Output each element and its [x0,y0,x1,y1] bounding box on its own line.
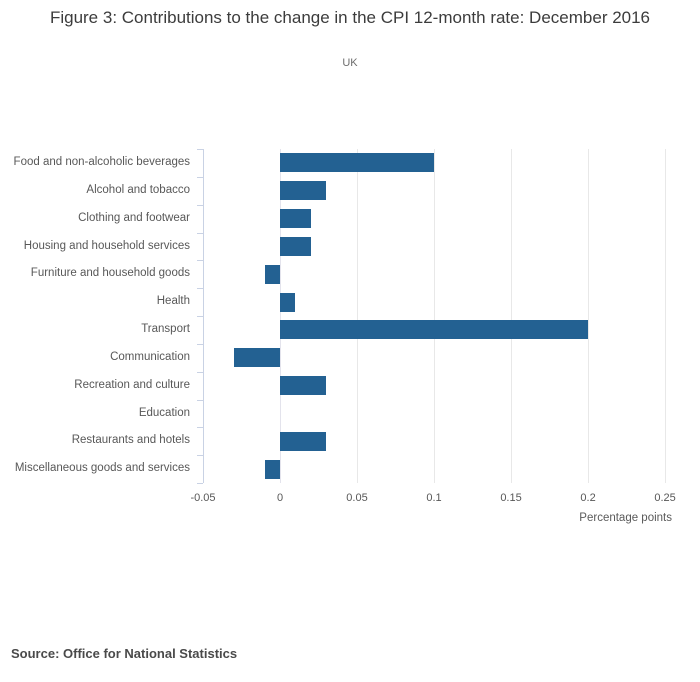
category-label: Food and non-alcoholic beverages [13,156,190,168]
category-label: Health [156,295,190,308]
category-label: Housing and household services [23,239,190,252]
gridline [357,149,359,483]
y-axis-tick [197,399,203,401]
gridline [434,149,436,483]
y-axis-line [203,149,204,483]
x-axis-title: Percentage points [579,512,672,524]
y-axis-tick [197,371,203,373]
category-label: Alcohol and tobacco [86,183,190,196]
y-axis-tick [197,455,203,457]
x-tick-label: 0.25 [654,492,676,504]
category-label: Miscellaneous goods and services [14,462,190,475]
category-label: Recreation and culture [74,378,190,391]
category-label: Education [138,406,190,419]
gridline [511,149,513,483]
zero-gridline [280,149,281,483]
y-axis-tick [197,343,203,345]
bar-housing-and-household-services [280,236,311,256]
bar-chart-plot: Food and non-alcoholic beverages Alcohol … [13,149,676,504]
bar-alcohol-and-tobacco [280,181,327,201]
y-axis-tick [197,204,203,206]
category-label: Transport [141,323,190,335]
x-tick-label: 0.15 [500,492,522,504]
y-axis-tick [197,316,203,317]
y-axis-tick [197,427,203,429]
x-tick-label: 0.2 [580,492,596,504]
x-tick-label: 0.05 [346,492,368,504]
category-label: Restaurants and hotels [71,434,190,447]
y-axis-tick [197,232,203,234]
bar-transport [280,320,589,340]
bar-restaurants-and-hotels [280,431,327,451]
bar-food-and-non-alcoholic-beverages [280,153,435,173]
bar-health [280,292,296,312]
source-note: Source: Office for National Statistics [11,646,238,661]
category-label: Furniture and household goods [30,267,190,280]
bar-miscellaneous-goods-and-services [264,459,280,479]
y-axis-tick [197,288,203,290]
bar-recreation-and-culture [280,376,327,396]
category-label: Communication [110,350,190,363]
gridline [665,149,667,483]
x-tick-label: -0.05 [190,492,216,504]
x-tick-label: 0 [276,492,284,504]
y-axis-tick [197,176,203,178]
bar-furniture-and-household-goods [264,264,280,284]
bar-communication [233,348,280,368]
chart-subtitle: UK [342,57,358,69]
y-axis-tick [197,260,203,262]
y-axis-tick [197,149,203,150]
gridline [588,149,590,483]
y-axis-tick [197,483,203,484]
bar-clothing-and-footwear [280,209,311,229]
chart-title: Figure 3: Contributions to the change in… [49,8,651,27]
x-tick-label: 0.1 [426,492,442,504]
category-label: Clothing and footwear [78,211,190,224]
